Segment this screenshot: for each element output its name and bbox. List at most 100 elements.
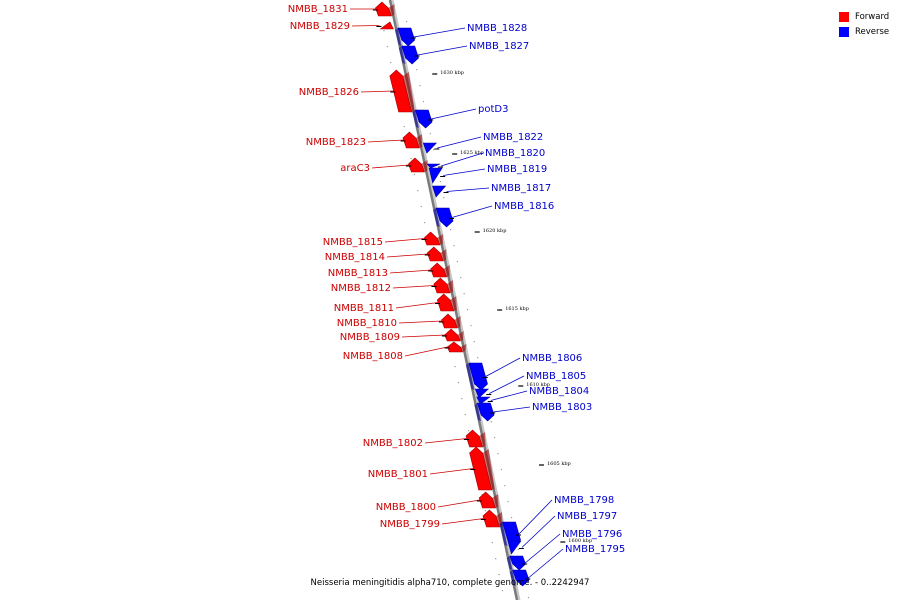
gene-arrow [414,109,433,129]
gene-arrow [422,142,438,154]
guide-dot [413,174,416,176]
gene-nmbb-1806: NMBB_1806 [465,353,582,391]
gene-shade [394,28,402,46]
gene-label: NMBB_1796 [562,529,622,540]
leader-line [351,25,380,27]
gene-shade [506,556,513,570]
guide-dot [484,510,487,512]
leader-line [490,390,528,401]
guide-dot [419,85,421,87]
gene-arac3: araC3 [340,157,428,174]
gene-label: NMBB_1828 [467,23,527,34]
gene-arrow [435,207,454,228]
gene-nmbb-1811: NMBB_1811 [334,293,457,314]
gene-nmbb-1819: NMBB_1819 [428,164,547,184]
guide-dot [500,469,502,471]
gene-shade [402,72,415,112]
guide-dot [464,414,466,416]
gene-label: NMBB_1822 [483,132,543,143]
guide-dot [416,69,418,71]
gene-shade [454,316,461,328]
reverse-label: Reverse [855,26,890,37]
gene-arrow [509,555,527,571]
guide-dot [456,261,458,263]
guide-dot [454,366,456,368]
gene-nmbb-1797: NMBB_1797 [507,511,617,555]
tick-label: 1605 kbp [547,461,571,467]
leader-line [417,45,468,56]
gene-nmbb-1829: NMBB_1829 [290,21,394,32]
gene-label: NMBB_1802 [363,438,423,449]
leader-line [521,515,556,548]
guide-dot [497,453,499,455]
forward-label: Forward [855,11,890,22]
guide-dot [403,126,405,128]
leader-line [367,139,404,143]
gene-label: NMBB_1805 [526,371,586,382]
leader-line [446,187,490,192]
reverse-swatch [839,26,849,37]
gene-label: NMBB_1797 [557,511,617,522]
gene-shade [499,522,508,546]
guide-dot [429,133,431,135]
guide-dot [390,62,392,64]
guide-dot [386,46,388,48]
gene-arrow [401,45,419,65]
gene-nmbb-1817: NMBB_1817 [432,183,551,198]
leader-line [360,90,394,93]
gene-label: araC3 [340,163,370,174]
gene-nmbb-1813: NMBB_1813 [328,262,450,279]
gene-label: NMBB_1826 [299,87,359,98]
guide-dot [470,325,472,327]
gene-label: potD3 [478,104,508,115]
guide-dot [510,517,513,519]
gene-nmbb-1810: NMBB_1810 [337,313,461,329]
gene-shade [437,234,444,245]
gene-nmbb-1808: NMBB_1808 [343,341,467,362]
guide-dot [405,21,408,23]
gene-shade [446,280,454,293]
guide-dot [410,158,412,160]
legend-row-forward: Forward [839,9,889,24]
gene-label: NMBB_1809 [340,332,400,343]
leader-line [371,164,409,169]
leader-line [392,285,435,289]
tick-label: 1615 kbp [505,306,529,312]
gene-label: NMBB_1811 [334,303,394,314]
gene-nmbb-1804: NMBB_1804 [476,386,589,405]
leader-line [431,108,477,120]
guide-dot [417,190,419,192]
gene-label: NMBB_1816 [494,201,554,212]
gene-arrow [512,569,530,587]
guide-dot [422,101,425,103]
gene-label: NMBB_1799 [380,519,440,530]
guide-dot [495,558,497,560]
tick-label: 1600 kbp [568,538,592,544]
guide-dot [507,501,509,503]
gene-nmbb-1823: NMBB_1823 [306,131,423,149]
leader-line [485,357,521,377]
gene-label: NMBB_1801 [368,469,428,480]
guide-dot [453,245,455,247]
gene-nmbb-1816: NMBB_1816 [433,201,554,228]
gene-arrow [468,362,488,391]
guide-dot [443,197,445,199]
gene-arrow [379,21,394,30]
gene-shade [457,331,464,341]
leader-line [384,238,425,243]
gene-shade [415,134,423,148]
tick-label: 1625 kbp [460,150,484,156]
leader-line [528,548,564,579]
gene-nmbb-1822: NMBB_1822 [422,132,543,154]
guide-dot [463,293,465,295]
gene-label: NMBB_1829 [290,21,350,32]
guide-dot [439,181,442,183]
forward-swatch [839,11,849,22]
gene-shade [412,110,420,128]
leader-line [404,346,448,357]
tick-label: 1620 kbp [483,228,507,234]
gene-potd3: potD3 [412,104,508,129]
gene-arrow [476,402,495,422]
gene-label: NMBB_1813 [328,268,388,279]
